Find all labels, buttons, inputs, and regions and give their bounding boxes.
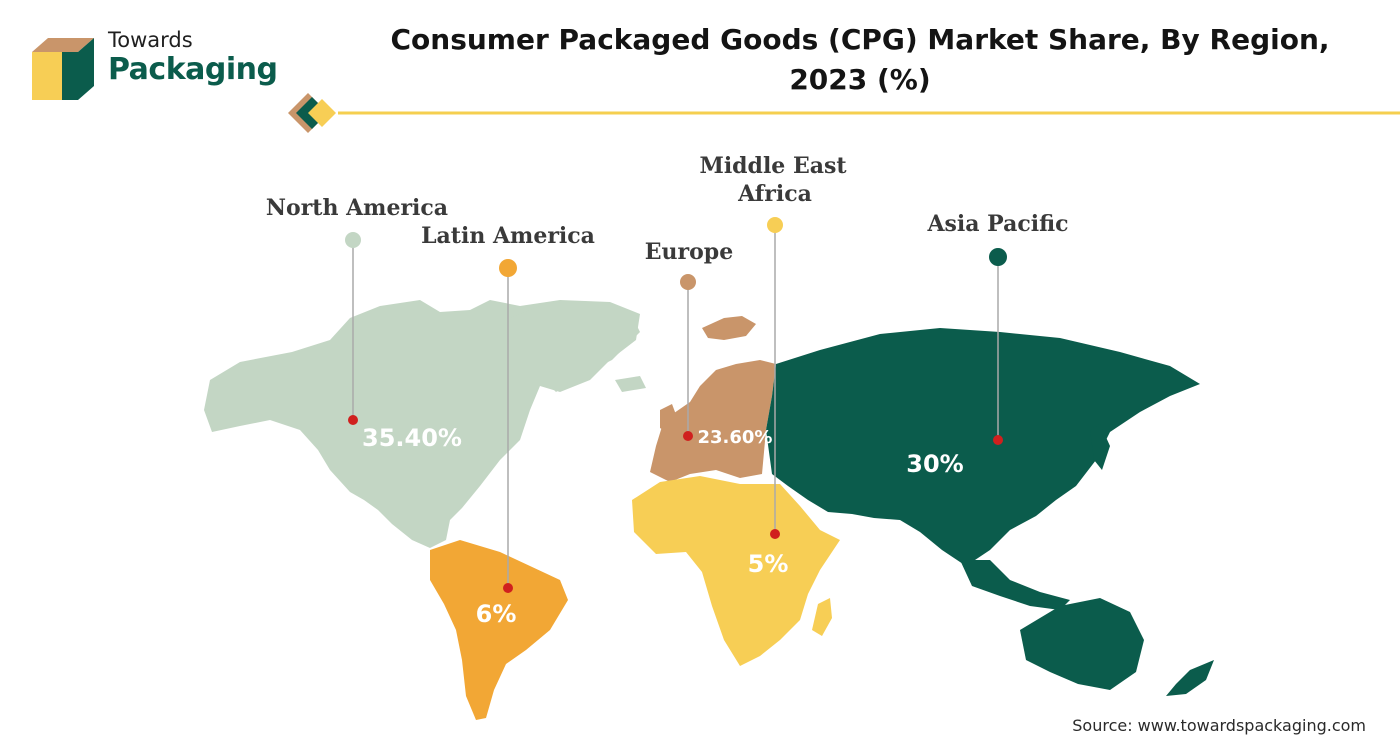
title-divider	[288, 93, 1400, 133]
madagascar-shape	[812, 598, 832, 636]
value-asia-pacific: 30%	[906, 450, 963, 478]
marker-asia-pacific	[993, 435, 1003, 445]
chart-title-line1: Consumer Packaged Goods (CPG) Market Sha…	[390, 23, 1330, 56]
iceland-shape	[615, 376, 646, 392]
svalbard-shape	[702, 316, 756, 340]
marker-north-america	[348, 415, 358, 425]
label-north-america: North America	[266, 195, 448, 221]
label-asia-pacific: Asia Pacific	[926, 211, 1068, 237]
logo-text-towards: Towards	[108, 28, 193, 52]
chart-title: Consumer Packaged Goods (CPG) Market Sha…	[360, 20, 1360, 100]
australia-shape	[1020, 598, 1144, 690]
marker-europe	[683, 431, 693, 441]
value-latin-america: 6%	[476, 600, 517, 628]
africa-shape	[632, 476, 840, 666]
label-europe: Europe	[645, 239, 733, 265]
southeast-asia-shape	[960, 560, 1070, 610]
leader-lines	[352, 225, 999, 588]
value-north-america: 35.40%	[362, 424, 462, 452]
europe-shape	[650, 360, 776, 482]
pin-middle-east-africa	[767, 217, 783, 233]
label-middle-east-africa-line1: Middle East	[699, 153, 847, 179]
region-europe[interactable]	[650, 316, 776, 482]
region-north-america[interactable]	[204, 300, 646, 548]
new-zealand-shape	[1166, 660, 1214, 696]
label-latin-america: Latin America	[421, 223, 595, 249]
value-middle-east-africa: 5%	[748, 550, 789, 578]
chart-title-line2: 2023 (%)	[789, 63, 931, 96]
region-asia-pacific[interactable]	[766, 328, 1214, 696]
greenland-shape	[510, 304, 640, 392]
north-america-shape	[204, 300, 640, 548]
box-logo-icon	[32, 38, 94, 100]
latin-america-shape	[430, 540, 568, 720]
asia-shape	[766, 328, 1200, 566]
label-middle-east-africa-line2: Africa	[737, 181, 812, 207]
brand-logo: Towards Packaging	[28, 22, 288, 102]
marker-latin-america	[503, 583, 513, 593]
pin-europe	[680, 274, 696, 290]
region-latin-america[interactable]	[430, 540, 568, 720]
logo-text-packaging: Packaging	[108, 52, 278, 87]
pin-latin-america	[499, 259, 517, 277]
japan-shape	[1090, 424, 1110, 470]
marker-middle-east-africa	[770, 529, 780, 539]
region-middle-east-africa[interactable]	[632, 476, 840, 666]
value-europe: 23.60%	[698, 427, 773, 448]
pin-asia-pacific	[989, 248, 1007, 266]
pin-north-america	[345, 232, 361, 248]
source-credit: Source: www.towardspackaging.com	[1072, 716, 1366, 735]
uk-shape	[660, 404, 678, 434]
